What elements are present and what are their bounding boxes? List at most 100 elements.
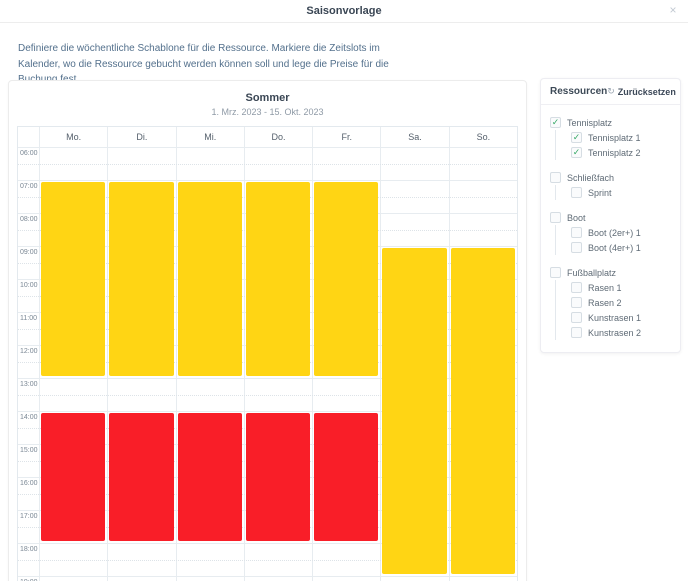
time-slot-cell[interactable]	[312, 148, 380, 180]
time-slot-cell[interactable]	[107, 280, 175, 312]
checkbox-checked-icon[interactable]: ✓	[571, 147, 582, 158]
time-slot-cell[interactable]	[380, 247, 448, 279]
time-slot-cell[interactable]	[312, 544, 380, 576]
time-slot-cell[interactable]	[380, 313, 448, 345]
time-slot-cell[interactable]	[448, 478, 517, 510]
time-slot-cell[interactable]	[243, 445, 312, 477]
time-slot-cell[interactable]	[175, 247, 244, 279]
calendar-block-yellow[interactable]	[177, 182, 242, 376]
time-slot-cell[interactable]	[175, 478, 244, 510]
time-slot-cell[interactable]	[39, 511, 107, 543]
time-slot-cell[interactable]	[175, 313, 244, 345]
time-slot-cell[interactable]	[380, 478, 448, 510]
resource-parent-row[interactable]: Boot	[550, 210, 671, 225]
time-slot-cell[interactable]	[448, 346, 517, 378]
calendar-block-yellow[interactable]	[109, 182, 174, 376]
time-slot-cell[interactable]	[312, 412, 380, 444]
time-slot-cell[interactable]	[312, 346, 380, 378]
checkbox-unchecked-icon[interactable]	[571, 297, 582, 308]
time-slot-cell[interactable]	[39, 313, 107, 345]
time-slot-cell[interactable]	[243, 379, 312, 411]
time-slot-cell[interactable]	[107, 577, 175, 581]
time-slot-cell[interactable]	[380, 412, 448, 444]
time-slot-cell[interactable]	[448, 214, 517, 246]
time-slot-cell[interactable]	[39, 478, 107, 510]
time-slot-cell[interactable]	[175, 511, 244, 543]
time-slot-cell[interactable]	[312, 214, 380, 246]
reset-button[interactable]: ↻ Zurücksetzen	[607, 86, 676, 97]
time-slot-cell[interactable]	[380, 379, 448, 411]
checkbox-unchecked-icon[interactable]	[550, 172, 561, 183]
checkbox-unchecked-icon[interactable]	[550, 212, 561, 223]
calendar-block-red[interactable]	[314, 413, 379, 541]
time-slot-cell[interactable]	[243, 577, 312, 581]
time-slot-cell[interactable]	[312, 379, 380, 411]
time-slot-cell[interactable]	[243, 478, 312, 510]
time-slot-cell[interactable]	[243, 544, 312, 576]
time-slot-cell[interactable]	[107, 313, 175, 345]
calendar-block-yellow[interactable]	[245, 182, 311, 376]
calendar-block-yellow[interactable]	[450, 248, 515, 574]
time-slot-cell[interactable]	[107, 544, 175, 576]
time-slot-cell[interactable]	[312, 511, 380, 543]
calendar-block-red[interactable]	[177, 413, 242, 541]
time-slot-cell[interactable]	[107, 511, 175, 543]
time-slot-cell[interactable]	[107, 478, 175, 510]
time-slot-cell[interactable]	[175, 280, 244, 312]
time-slot-cell[interactable]	[448, 247, 517, 279]
time-slot-cell[interactable]	[39, 346, 107, 378]
time-slot-cell[interactable]	[175, 577, 244, 581]
resource-child-row[interactable]: Rasen 2	[571, 295, 671, 310]
time-slot-cell[interactable]	[448, 445, 517, 477]
time-slot-cell[interactable]	[107, 181, 175, 213]
time-slot-cell[interactable]	[243, 148, 312, 180]
time-slot-cell[interactable]	[175, 379, 244, 411]
resource-child-row[interactable]: ✓ Tennisplatz 1	[571, 130, 671, 145]
close-icon[interactable]: ×	[669, 3, 677, 17]
time-slot-cell[interactable]	[107, 346, 175, 378]
time-slot-cell[interactable]	[380, 511, 448, 543]
time-slot-cell[interactable]	[312, 280, 380, 312]
time-slot-cell[interactable]	[243, 511, 312, 543]
resource-child-row[interactable]: Boot (2er+) 1	[571, 225, 671, 240]
resource-child-row[interactable]: Rasen 1	[571, 280, 671, 295]
time-slot-cell[interactable]	[448, 577, 517, 581]
time-slot-cell[interactable]	[380, 346, 448, 378]
calendar-block-yellow[interactable]	[41, 182, 106, 376]
time-slot-cell[interactable]	[380, 445, 448, 477]
time-slot-cell[interactable]	[39, 148, 107, 180]
time-slot-cell[interactable]	[448, 181, 517, 213]
time-slot-cell[interactable]	[39, 181, 107, 213]
resource-child-row[interactable]: Kunstrasen 1	[571, 310, 671, 325]
time-slot-cell[interactable]	[448, 379, 517, 411]
resource-child-row[interactable]: Sprint	[571, 185, 671, 200]
resource-parent-row[interactable]: Fußballplatz	[550, 265, 671, 280]
time-slot-cell[interactable]	[243, 214, 312, 246]
time-slot-cell[interactable]	[39, 544, 107, 576]
time-slot-cell[interactable]	[107, 214, 175, 246]
resource-child-row[interactable]: Kunstrasen 2	[571, 325, 671, 340]
time-slot-cell[interactable]	[380, 148, 448, 180]
time-slot-cell[interactable]	[380, 280, 448, 312]
time-slot-cell[interactable]	[448, 412, 517, 444]
time-slot-cell[interactable]	[243, 181, 312, 213]
checkbox-unchecked-icon[interactable]	[550, 267, 561, 278]
resource-parent-row[interactable]: ✓ Tennisplatz	[550, 115, 671, 130]
time-slot-cell[interactable]	[448, 148, 517, 180]
calendar-block-red[interactable]	[245, 413, 311, 541]
resource-parent-row[interactable]: Schließfach	[550, 170, 671, 185]
time-slot-cell[interactable]	[175, 181, 244, 213]
checkbox-unchecked-icon[interactable]	[571, 327, 582, 338]
time-slot-cell[interactable]	[312, 181, 380, 213]
time-slot-cell[interactable]	[312, 478, 380, 510]
time-slot-cell[interactable]	[448, 511, 517, 543]
resource-child-row[interactable]: ✓ Tennisplatz 2	[571, 145, 671, 160]
checkbox-checked-icon[interactable]: ✓	[571, 132, 582, 143]
checkbox-unchecked-icon[interactable]	[571, 227, 582, 238]
time-slot-cell[interactable]	[380, 214, 448, 246]
time-slot-cell[interactable]	[243, 313, 312, 345]
time-slot-cell[interactable]	[448, 280, 517, 312]
time-slot-cell[interactable]	[107, 247, 175, 279]
time-slot-cell[interactable]	[107, 148, 175, 180]
time-slot-cell[interactable]	[39, 412, 107, 444]
